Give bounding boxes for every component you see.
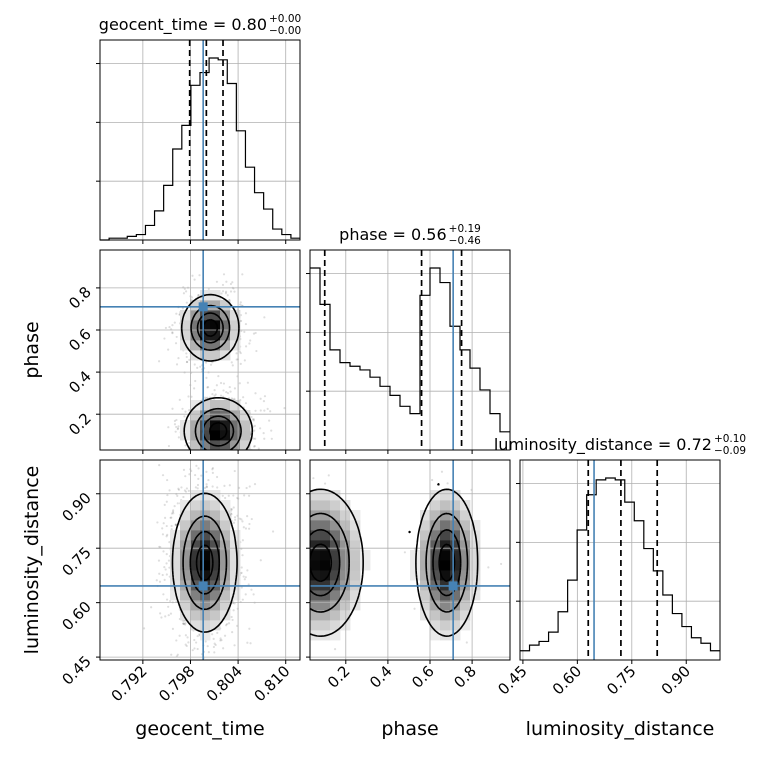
- x-tick-label-phase: 0.8: [450, 662, 480, 692]
- x-tick-label-phase: 0.4: [366, 662, 396, 692]
- title-lower-error: −0.00: [269, 25, 301, 37]
- panel-frame-luminosity_distance-geocent_time: [99, 459, 301, 661]
- title-phase: phase = 0.56 +0.19−0.46: [339, 223, 481, 247]
- title-lower-error: −0.09: [714, 445, 746, 457]
- x-tick-label-luminosity_distance: 0.60: [549, 662, 585, 698]
- x-axis-label-phase: phase: [381, 718, 438, 740]
- x-axis-label-luminosity_distance: luminosity_distance: [526, 718, 715, 740]
- title-upper-error: +0.00: [269, 13, 301, 25]
- y-tick-label-luminosity_distance: 0.60: [58, 598, 94, 634]
- y-tick-label-luminosity_distance: 0.45: [58, 652, 94, 688]
- x-tick-label-luminosity_distance: 0.45: [494, 662, 530, 698]
- contour-level: [171, 492, 238, 633]
- truth-marker: [448, 581, 458, 591]
- panel-frame-luminosity_distance-phase: [309, 459, 511, 661]
- title-upper-error: +0.19: [449, 223, 481, 235]
- contour-level: [310, 512, 469, 613]
- x-tick-label-luminosity_distance: 0.90: [658, 662, 694, 698]
- x-tick-label-luminosity_distance: 0.75: [603, 662, 639, 698]
- x-axis-label-geocent_time: geocent_time: [135, 718, 264, 740]
- y-tick-label-phase: 0.2: [65, 409, 95, 439]
- panel-frame-phase-phase: [309, 249, 511, 451]
- title-geocent_time: geocent_time = 0.80 +0.00−0.00: [99, 13, 301, 37]
- x-tick-label-geocent_time: 0.792: [108, 662, 151, 705]
- panel-frame-phase-geocent_time: [99, 249, 301, 451]
- x-tick-label-geocent_time: 0.804: [203, 662, 246, 705]
- x-tick-label-phase: 0.2: [324, 662, 354, 692]
- x-tick-label-geocent_time: 0.810: [250, 662, 293, 705]
- panel-frame-geocent_time-geocent_time: [99, 39, 301, 241]
- truth-marker: [198, 302, 208, 312]
- y-axis-label-phase: phase: [21, 321, 43, 378]
- histogram-luminosity_distance: [520, 477, 720, 652]
- x-tick-label-phase: 0.6: [408, 662, 438, 692]
- y-axis-label-luminosity_distance: luminosity_distance: [21, 466, 43, 655]
- contour-level: [182, 515, 228, 611]
- contours-luminosity_distance_vs_geocent_time: [171, 492, 238, 633]
- title-luminosity_distance: luminosity_distance = 0.72 +0.10−0.09: [494, 433, 746, 457]
- contour-level: [310, 488, 479, 638]
- y-tick-label-luminosity_distance: 0.90: [58, 489, 94, 525]
- y-tick-label-phase: 0.6: [65, 325, 95, 355]
- panel-frame-luminosity_distance-luminosity_distance: [519, 459, 721, 661]
- contour-level: [180, 293, 254, 450]
- histogram-geocent_time: [100, 57, 300, 241]
- title-main-phase: phase = 0.56: [339, 225, 446, 244]
- title-main-luminosity_distance: luminosity_distance = 0.72: [494, 435, 712, 455]
- truth-marker: [198, 581, 208, 591]
- x-tick-label-geocent_time: 0.798: [155, 662, 198, 705]
- y-tick-label-luminosity_distance: 0.75: [58, 543, 94, 579]
- contours-luminosity_distance_vs_phase: [310, 488, 479, 638]
- title-main-geocent_time: geocent_time = 0.80: [99, 15, 267, 35]
- title-upper-error: +0.10: [714, 433, 746, 445]
- title-lower-error: −0.46: [449, 235, 481, 247]
- y-tick-label-phase: 0.4: [65, 367, 95, 397]
- histogram-phase: [310, 267, 510, 433]
- density-cells-luminosity_distance_vs_geocent_time: [170, 490, 241, 641]
- y-tick-label-phase: 0.8: [65, 283, 95, 313]
